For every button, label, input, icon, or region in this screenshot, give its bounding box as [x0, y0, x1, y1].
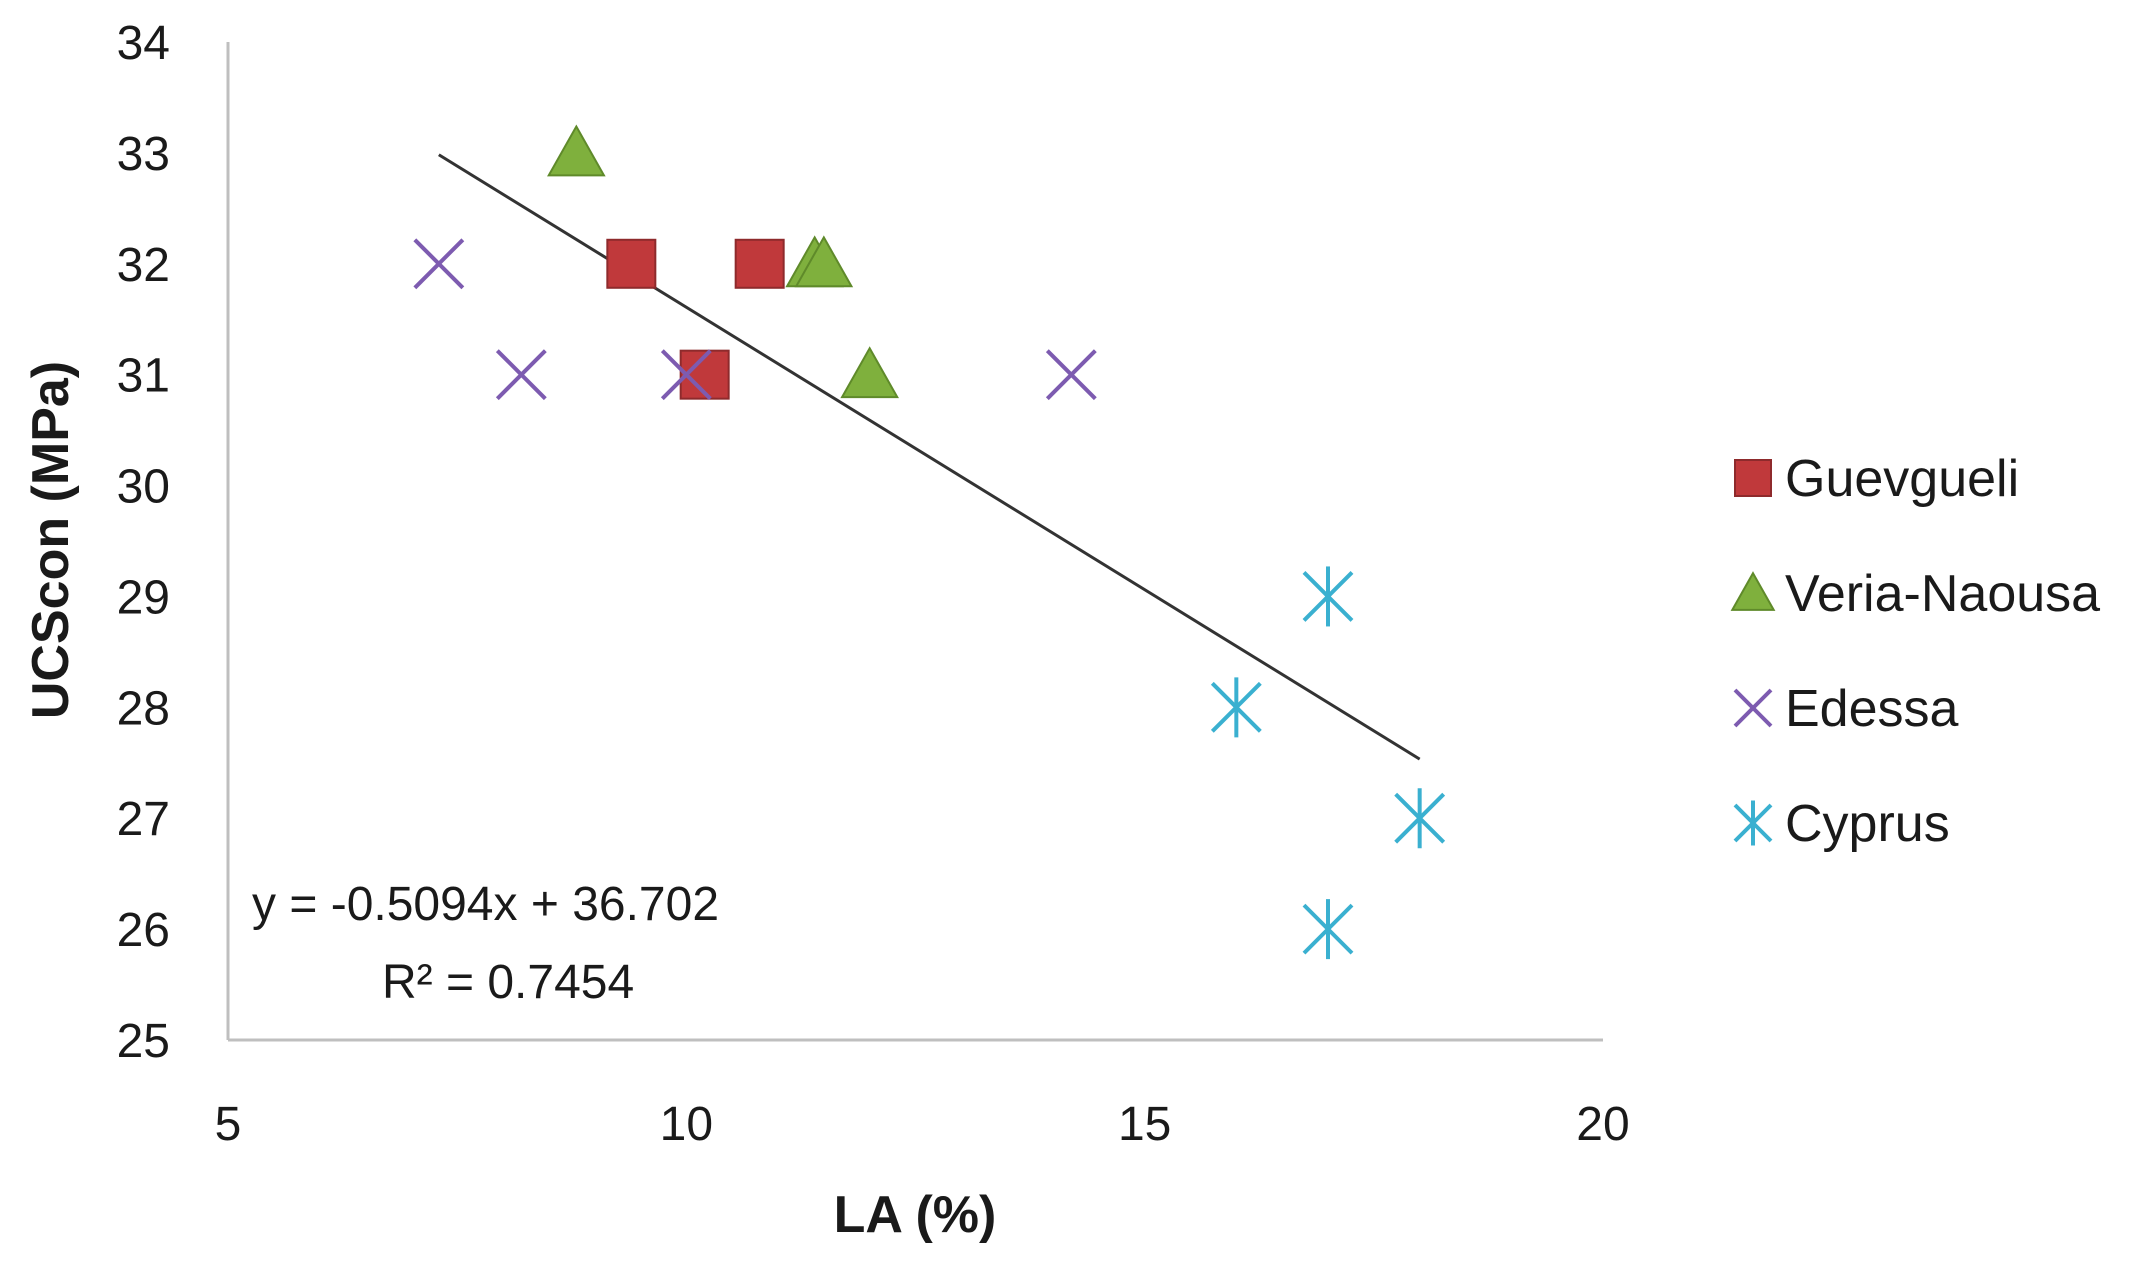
y-tick-label: 29: [117, 571, 170, 624]
x-tick-label: 10: [660, 1098, 713, 1151]
legend-marker-guevgueli: [1734, 459, 1772, 497]
y-tick-label: 27: [117, 793, 170, 846]
y-axis-title: UCScon (MPa): [22, 361, 80, 719]
point-cyprus: [1302, 566, 1354, 627]
point-cyprus: [1302, 899, 1354, 960]
point-veria-naousa: [794, 235, 854, 288]
point-guevgueli: [606, 238, 657, 289]
legend-label-guevgueli: Guevgueli: [1785, 450, 2019, 508]
legend-label-cyprus: Cyprus: [1785, 795, 1950, 853]
x-tick-label: 20: [1576, 1098, 1629, 1151]
y-tick-labels: 25 26 27 28 29 30 31 32 33 34: [117, 17, 170, 1068]
point-edessa: [660, 349, 712, 401]
point-edessa: [413, 238, 465, 290]
y-tick-label: 30: [117, 461, 170, 514]
trendline: [438, 153, 1421, 761]
data-points: [413, 124, 1446, 960]
x-axis-title: LA (%): [834, 1186, 997, 1244]
legend-marker-cyprus: [1733, 800, 1773, 846]
legend-marker-edessa: [1733, 688, 1773, 728]
point-cyprus: [1394, 788, 1446, 849]
y-tick-label: 34: [117, 17, 170, 70]
y-tick-label: 26: [117, 904, 170, 957]
y-tick-label: 25: [117, 1015, 170, 1068]
point-edessa: [495, 349, 547, 401]
trendline-equation: y = -0.5094x + 36.702: [252, 878, 719, 931]
y-tick-label: 32: [117, 239, 170, 292]
axes: [226, 42, 1603, 1042]
point-cyprus: [1210, 677, 1262, 738]
y-tick-label: 31: [117, 350, 170, 403]
legend-label-edessa: Edessa: [1785, 680, 1959, 738]
x-tick-label: 15: [1118, 1098, 1171, 1151]
legend-item-guevgueli: Guevgueli: [1734, 450, 2019, 508]
point-veria-naousa: [840, 346, 899, 399]
x-tick-labels: 5 10 15 20: [215, 1098, 1630, 1151]
x-tick-label: 5: [215, 1098, 242, 1151]
point-guevgueli: [734, 238, 785, 289]
legend: Guevgueli Veria-Naousa Edessa Cyprus: [1730, 450, 2100, 853]
y-tick-label: 28: [117, 682, 170, 735]
y-tick-label: 33: [117, 128, 170, 181]
legend-item-veria-naousa: Veria-Naousa: [1730, 565, 2100, 623]
legend-item-edessa: Edessa: [1733, 680, 1959, 738]
point-edessa: [1045, 349, 1097, 401]
r-squared-label: R² = 0.7454: [382, 956, 634, 1009]
legend-label-veria-naousa: Veria-Naousa: [1785, 565, 2100, 623]
legend-marker-veria-naousa: [1730, 571, 1776, 611]
legend-item-cyprus: Cyprus: [1733, 795, 1950, 853]
point-veria-naousa: [547, 124, 606, 177]
